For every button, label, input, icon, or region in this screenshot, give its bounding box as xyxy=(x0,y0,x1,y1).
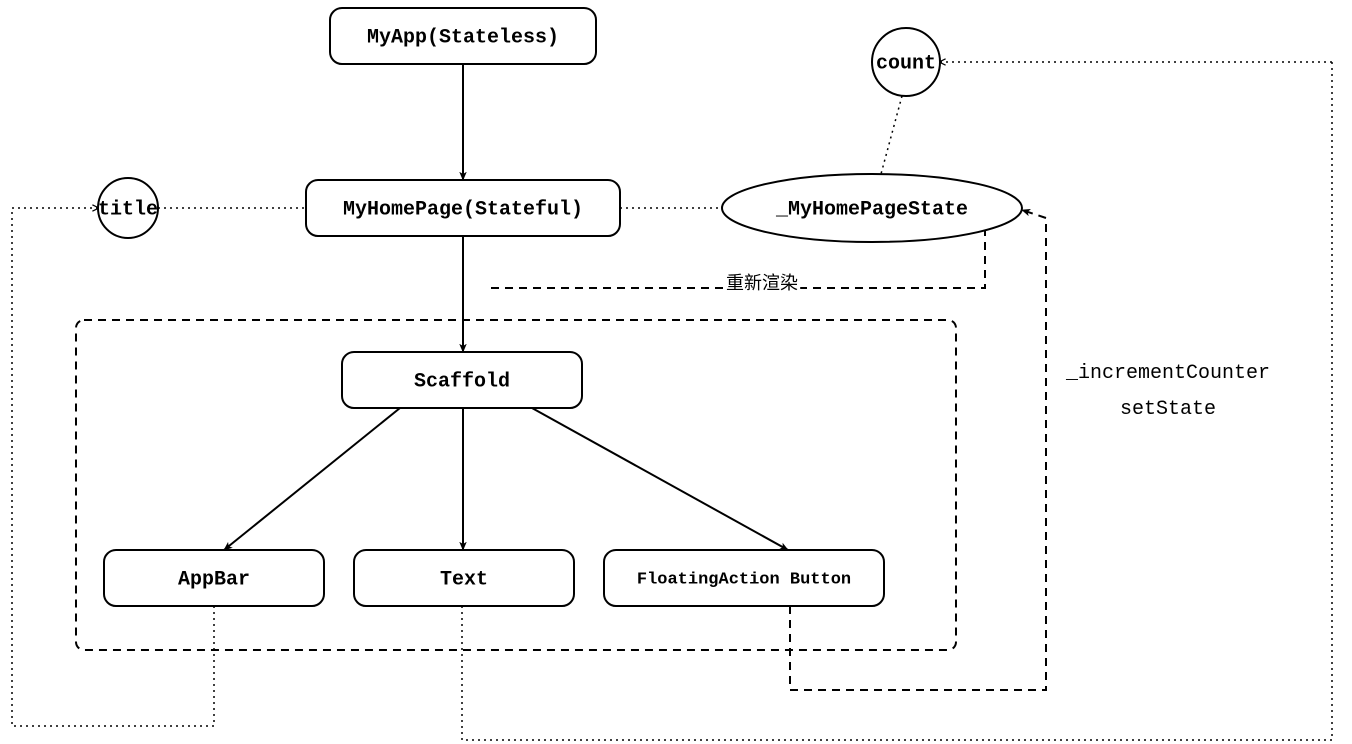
node-state: _MyHomePageState xyxy=(722,174,1022,242)
flowchart-diagram: 重新渲染 MyApp(Stateless) MyHomePage(Stateful)… xyxy=(0,0,1352,744)
node-label-count: count xyxy=(876,52,936,75)
node-count: count xyxy=(872,28,940,96)
node-label-state: _MyHomePageState xyxy=(775,198,968,221)
node-text: Text xyxy=(354,550,574,606)
node-fab: FloatingAction Button xyxy=(604,550,884,606)
node-label-scaffold: Scaffold xyxy=(414,370,510,393)
node-myhome: MyHomePage(Stateful) xyxy=(306,180,620,236)
node-label-text: Text xyxy=(440,568,488,591)
node-label-myapp: MyApp(Stateless) xyxy=(367,26,559,49)
node-appbar: AppBar xyxy=(104,550,324,606)
edge-scaffold-to-appbar xyxy=(224,408,400,550)
node-scaffold: Scaffold xyxy=(342,352,582,408)
edge-appbar-title-dotted xyxy=(12,208,214,726)
node-title: title xyxy=(98,178,158,238)
annotation-incrementCounter: _incrementCounter xyxy=(1065,362,1270,385)
edge-fab-onpress xyxy=(790,210,1046,690)
edge-count-to-state xyxy=(881,96,902,174)
node-label-title: title xyxy=(98,198,158,221)
node-myapp: MyApp(Stateless) xyxy=(330,8,596,64)
node-label-appbar: AppBar xyxy=(178,568,250,591)
edge-scaffold-to-fab xyxy=(532,408,788,550)
edge-label-state-render: 重新渲染 xyxy=(726,273,798,295)
node-label-fab: FloatingAction Button xyxy=(637,570,851,589)
node-label-myhome: MyHomePage(Stateful) xyxy=(343,198,583,221)
annotation-setState: setState xyxy=(1120,398,1216,421)
